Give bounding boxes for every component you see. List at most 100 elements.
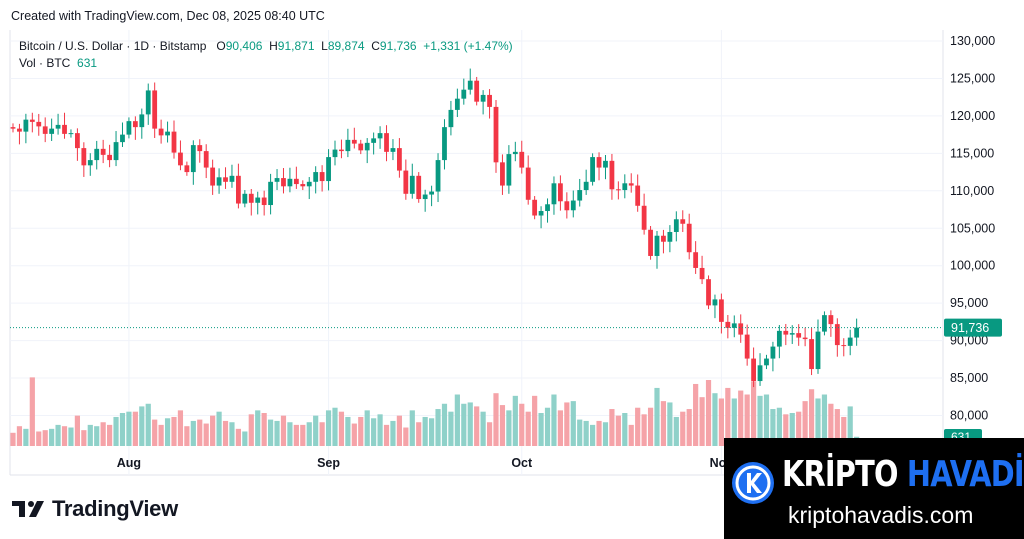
volume-bar	[306, 422, 312, 446]
watermark-title-blue: HAVADİS	[906, 454, 1024, 495]
volume-bar	[596, 420, 602, 446]
volume-bar	[493, 393, 499, 446]
volume-bar	[74, 415, 80, 446]
volume-bar	[654, 387, 660, 446]
candle-body	[622, 183, 628, 191]
volume-bars	[10, 377, 860, 446]
volume-bar	[693, 383, 699, 446]
candle-body	[416, 175, 422, 200]
candle-body	[558, 183, 563, 202]
candle-body	[42, 126, 48, 134]
candle-body	[841, 345, 847, 347]
kriptohavadis-title: KRİPTO HAVADİS	[782, 454, 1024, 495]
candle-body	[467, 80, 473, 90]
volume-bar	[757, 395, 763, 446]
change-value: +1,331 (+1.47%)	[423, 39, 513, 53]
candle-body	[197, 145, 203, 152]
volume-bar	[519, 403, 525, 446]
volume-bar	[190, 420, 196, 446]
volume-bar	[828, 403, 834, 446]
volume-bar	[396, 415, 402, 446]
volume-bar	[145, 403, 151, 446]
candle-body	[796, 333, 802, 338]
volume-bar	[235, 428, 241, 446]
candle-body	[184, 165, 190, 173]
volume-value: 631	[77, 56, 98, 70]
volume-bar	[416, 422, 422, 446]
candle-body	[538, 211, 544, 216]
volume-bar	[474, 406, 480, 446]
volume-bar	[815, 398, 821, 446]
volume-bar	[100, 422, 106, 446]
candle-body	[171, 131, 177, 153]
volume-bar	[725, 387, 731, 446]
candle-body	[145, 90, 151, 115]
kriptohavadis-url: kriptohavadis.com	[788, 502, 974, 528]
low-value: 89,874	[327, 39, 365, 53]
volume-bar	[834, 409, 840, 446]
volume-bar	[222, 420, 229, 446]
candle-body	[680, 219, 686, 224]
volume-bar	[647, 407, 654, 446]
candle-body	[274, 178, 280, 182]
candle-body	[744, 334, 750, 359]
volume-bar	[184, 426, 190, 446]
y-tick-label: 95,000	[950, 296, 988, 310]
candle-body	[403, 170, 409, 194]
volume-bar	[358, 416, 364, 446]
volume-bar	[821, 394, 828, 446]
volume-bar	[435, 409, 441, 446]
volume-bar	[705, 380, 712, 446]
volume-bar	[16, 426, 23, 446]
volume-bar	[371, 418, 377, 446]
low-label: L	[321, 39, 328, 53]
tradingview-logo[interactable]: TradingView	[12, 496, 178, 522]
volume-bar	[268, 419, 274, 446]
volume-bar	[171, 416, 177, 446]
candle-body	[551, 183, 557, 205]
volume-bar	[280, 415, 287, 446]
candle-body	[242, 193, 248, 204]
candle-body	[493, 106, 499, 163]
candle-body	[480, 94, 486, 102]
candle-body	[661, 235, 666, 242]
volume-bar	[429, 418, 435, 446]
candle-body	[384, 133, 389, 152]
candle-body	[55, 124, 61, 129]
volume-bar	[615, 415, 621, 446]
candle-body	[738, 323, 744, 335]
volume-bar	[36, 431, 42, 446]
volume-bar	[274, 420, 280, 446]
y-tick-label: 80,000	[950, 409, 988, 423]
y-tick-label: 100,000	[950, 259, 995, 273]
volume-bar	[242, 431, 248, 446]
candle-body	[75, 133, 80, 149]
tradingview-logo-icon	[12, 501, 44, 517]
candle-body	[120, 134, 125, 143]
volume-bar	[783, 414, 789, 446]
candle-body	[673, 219, 679, 232]
candle-body	[190, 145, 196, 173]
tradingview-wordmark: TradingView	[52, 496, 178, 521]
candle-body	[49, 128, 55, 134]
candle-body	[36, 121, 42, 127]
volume-bar	[841, 416, 847, 446]
candle-body	[648, 229, 653, 256]
volume-bar	[300, 424, 306, 446]
axes: 130,000 125,000 120,000 115,000 110,000 105,0…	[117, 34, 995, 470]
candle-body	[525, 167, 531, 200]
y-tick-label: 105,000	[950, 221, 995, 235]
candle-body	[770, 346, 776, 359]
volume-bar	[590, 424, 596, 446]
candle-body	[699, 267, 705, 280]
volume-bar	[81, 430, 87, 446]
candle-body	[306, 181, 312, 187]
volume-bar	[557, 410, 563, 446]
x-tick-label: Aug	[117, 456, 141, 470]
candle-body	[10, 127, 16, 129]
volume-bar	[113, 416, 119, 446]
volume-bar	[119, 413, 126, 446]
volume-bar	[512, 395, 518, 446]
volume-bar	[847, 406, 853, 446]
